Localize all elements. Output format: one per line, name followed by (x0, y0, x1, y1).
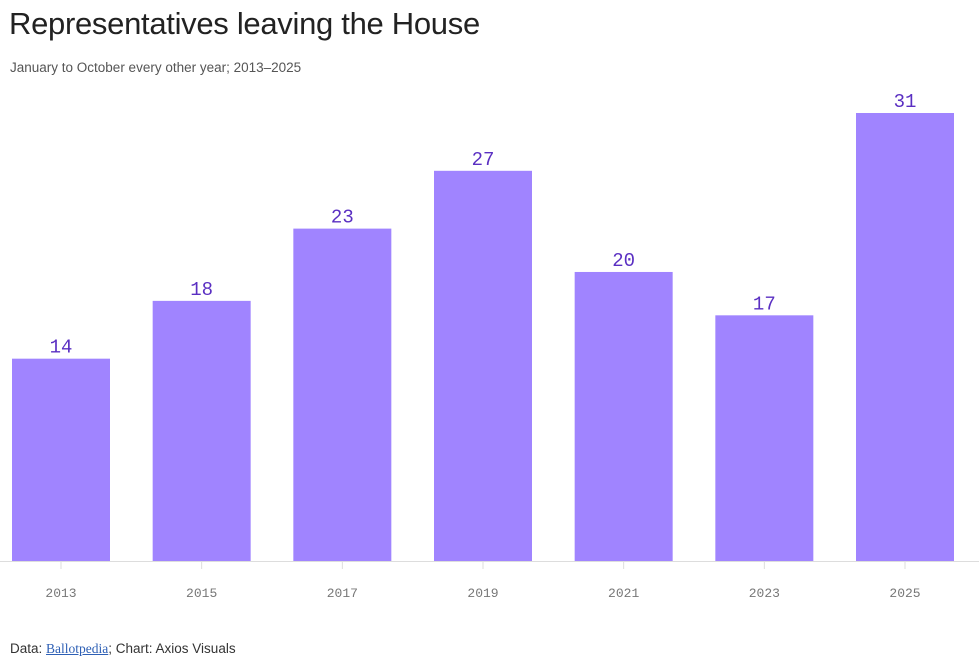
value-label-2017: 23 (331, 207, 354, 229)
bar-2019 (434, 170, 532, 561)
footer-credit: ; Chart: Axios Visuals (108, 641, 236, 656)
x-tick-label-2015: 2015 (186, 586, 217, 601)
footer-data-prefix: Data: (10, 641, 47, 656)
source-footer: Data: Ballotpedia; Chart: Axios Visuals (10, 641, 236, 657)
value-label-2025: 31 (894, 91, 917, 113)
x-tick-label-2025: 2025 (889, 586, 920, 601)
value-label-2015: 18 (190, 279, 213, 301)
value-label-2013: 14 (50, 337, 73, 359)
source-link[interactable]: Ballotpedia (46, 641, 109, 656)
value-label-2019: 27 (472, 149, 495, 171)
bar-2017 (293, 228, 392, 561)
bar-2023 (715, 315, 814, 561)
bar-2021 (574, 271, 673, 561)
value-label-2023: 17 (753, 293, 776, 315)
value-label-2021: 20 (612, 250, 635, 272)
x-tick-label-2023: 2023 (749, 586, 780, 601)
x-tick-label-2021: 2021 (608, 586, 639, 601)
bar-2013 (12, 358, 110, 561)
chart-title: Representatives leaving the House (9, 6, 480, 41)
x-tick-label-2019: 2019 (467, 586, 498, 601)
chart-subtitle: January to October every other year; 201… (10, 60, 302, 75)
bar-2015 (152, 300, 251, 561)
x-tick-label-2017: 2017 (327, 586, 358, 601)
x-tick-label-2013: 2013 (45, 586, 76, 601)
bar-2025 (856, 113, 954, 561)
